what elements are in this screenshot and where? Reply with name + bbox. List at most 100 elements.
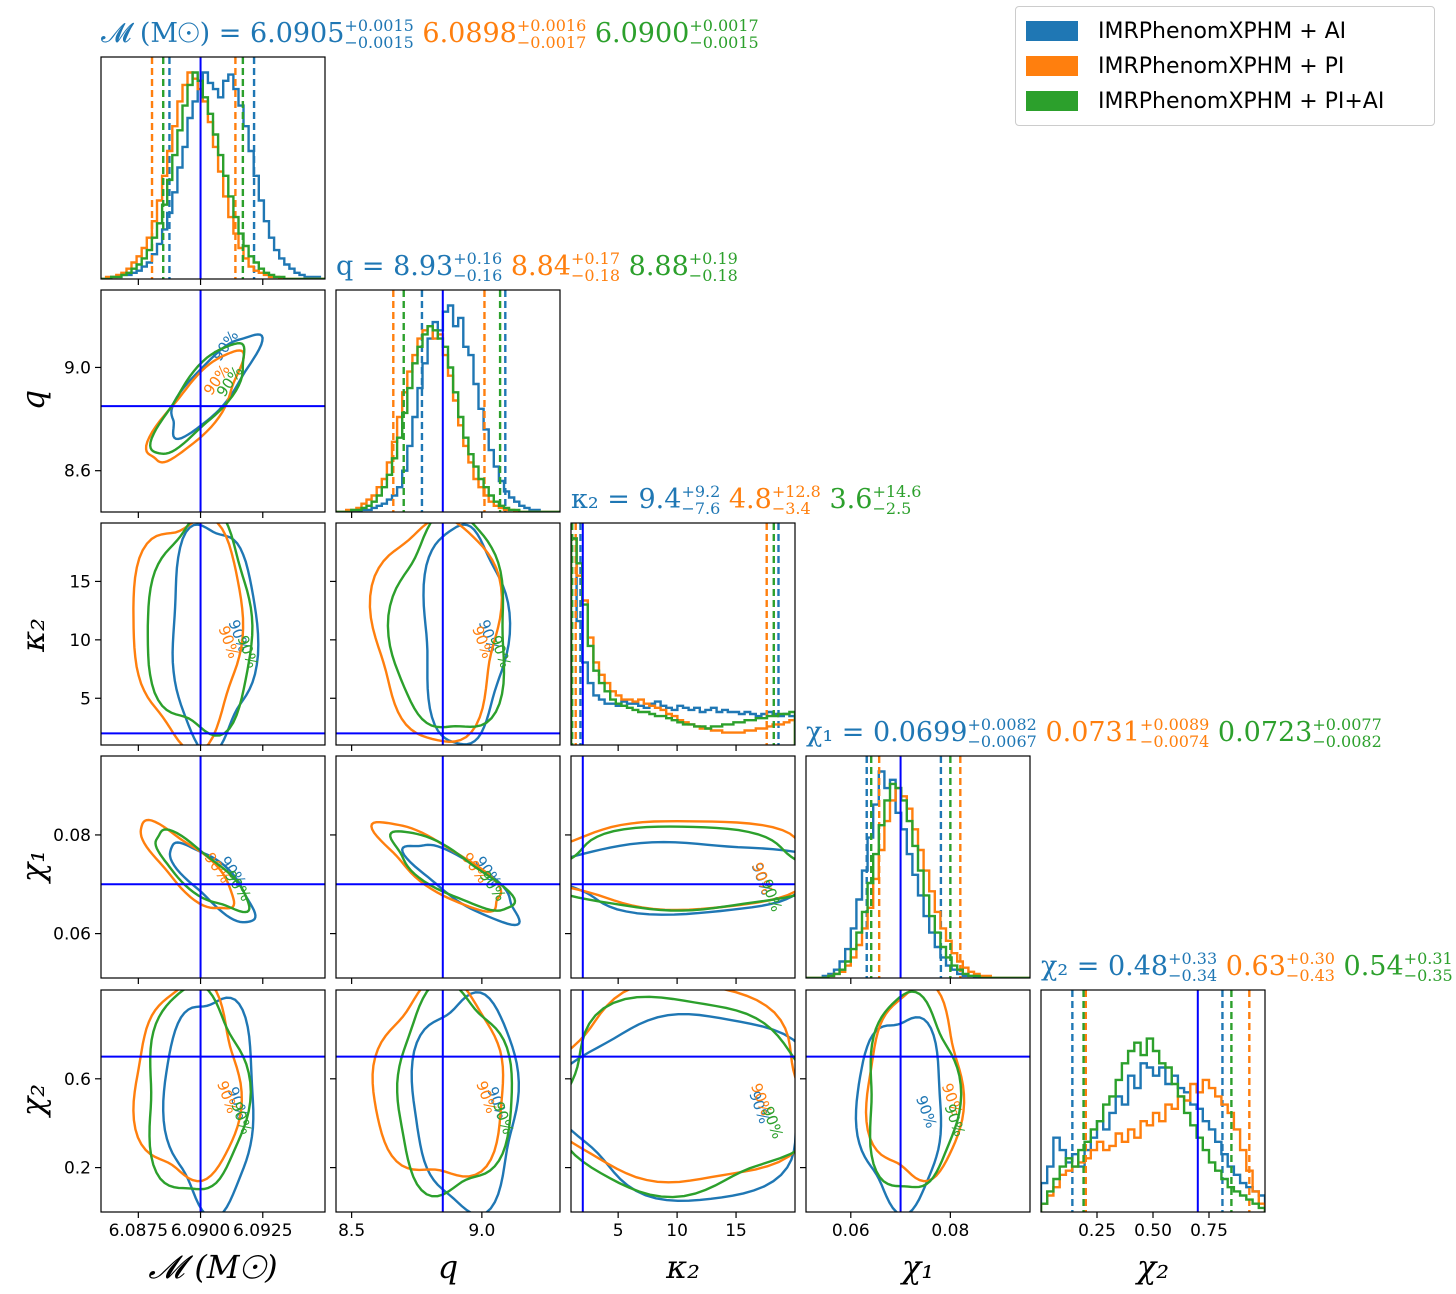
contour-90-kappa2-q-series-1 — [422, 523, 512, 745]
summary-symbol: κ₂ = — [571, 484, 639, 515]
contour-label-chi2-q-series-3: 90% — [489, 1099, 517, 1136]
histogram-q-series-1 — [336, 304, 560, 512]
legend: IMRPhenomXPHM + AI IMRPhenomXPHM + PI IM… — [1015, 6, 1435, 126]
panel-frame — [805, 755, 1031, 979]
panel-content: 90%90%90% — [336, 523, 560, 745]
summary-median-series-3: 0.54 — [1344, 951, 1404, 982]
histogram-kappa2-series-2 — [571, 537, 795, 745]
summary-plus-series-1: +9.2 — [681, 482, 720, 501]
summary-spacer — [720, 484, 729, 515]
panel-Mc-Mc — [100, 56, 326, 285]
summary-median-series-2: 8.84 — [511, 251, 571, 282]
x-tick-label-chi2: 0.50 — [1134, 1221, 1172, 1241]
y-axis-label-kappa2: κ₂ — [14, 618, 52, 653]
summary-spacer — [1209, 717, 1218, 748]
summary-plus-series-1: +0.33 — [1168, 949, 1217, 968]
summary-plus-series-2: +0.0016 — [517, 16, 586, 35]
panel-frame — [805, 989, 1031, 1213]
panel-chi2-Mc: 90%90%90% 6.0875 6.0900 6.0925 0.2 0.6 — [64, 989, 326, 1241]
panel-content: 90%90%90% — [101, 290, 325, 512]
summary-title-chi1: χ₁ = 0.0699+0.0082 −0.0067 0.0731+0.0089−… — [806, 715, 1382, 751]
panel-content — [336, 290, 560, 512]
contour-90-chi2-chi1-series-2 — [864, 990, 966, 1183]
summary-minus-series-1: −0.0067 — [967, 732, 1036, 751]
panel-frame — [100, 289, 326, 513]
summary-minus-series-1: −7.6 — [681, 499, 720, 518]
summary-minus-series-2: −0.18 — [571, 266, 620, 285]
contour-90-chi2-q-series-2 — [371, 990, 505, 1178]
panel-frame — [100, 522, 326, 746]
panel-frame — [100, 755, 326, 979]
histogram-chi1-series-2 — [806, 786, 1030, 978]
panel-content: 90%90%90% — [101, 756, 325, 978]
x-axis-label-chi2: χ₂ — [1135, 1248, 1169, 1286]
summary-plus-series-3: +0.0077 — [1312, 715, 1381, 734]
summary-median-series-3: 6.0900 — [595, 18, 689, 49]
x-tick-label-q: 9.0 — [468, 1221, 495, 1241]
panel-kappa2-q: 90%90%90% — [330, 522, 561, 751]
panel-frame — [335, 755, 561, 979]
contour-90-kappa2-q-series-2 — [368, 523, 504, 744]
summary-spacer — [620, 251, 629, 282]
panel-chi2-chi2: 0.25 0.50 0.75 — [1040, 989, 1266, 1241]
summary-minus-series-3: −0.18 — [689, 266, 738, 285]
contour-label-chi1-q-series-3: 90% — [476, 867, 510, 905]
legend-swatch-ai — [1026, 21, 1078, 41]
summary-plus-series-2: +0.17 — [571, 249, 620, 268]
panel-kappa2-Mc: 90%90%90% 5 10 15 — [69, 522, 326, 751]
panel-content: 90%90%90% — [571, 990, 795, 1212]
panel-chi1-Mc: 90%90%90% 0.06 0.08 — [53, 755, 326, 984]
summary-median-series-1: 8.93 — [393, 251, 453, 282]
panel-content: 90%90%90% — [336, 990, 560, 1212]
summary-spacer — [821, 484, 830, 515]
summary-spacer — [1037, 717, 1046, 748]
summary-median-series-3: 8.88 — [629, 251, 689, 282]
summary-plus-series-3: +0.0017 — [689, 16, 758, 35]
panel-content: 90%90%90% — [101, 523, 325, 745]
y-axis-label-chi1: χ₁ — [14, 850, 52, 884]
y-tick-label-chi2: 0.6 — [64, 1070, 91, 1090]
y-tick-label-q: 9.0 — [64, 358, 91, 378]
x-tick-label-Mc: 6.0875 — [109, 1221, 168, 1241]
x-tick-label-Mc: 6.0925 — [233, 1221, 292, 1241]
panel-q-q — [335, 289, 561, 518]
contour-label-chi2-Mc-series-3: 90% — [227, 1099, 255, 1136]
y-tick-label-kappa2: 15 — [69, 572, 91, 592]
contour-90-chi1-q-series-3 — [389, 830, 517, 912]
x-tick-label-chi1: 0.06 — [832, 1221, 870, 1241]
contour-90-chi1-kappa2-series-3 — [571, 825, 795, 912]
contour-90-q-Mc-series-3 — [148, 341, 246, 456]
histogram-Mc-series-3 — [101, 71, 325, 279]
x-tick-label-kappa2: 5 — [613, 1221, 624, 1241]
summary-median-series-1: 0.48 — [1108, 951, 1168, 982]
histogram-Mc-series-1 — [101, 71, 325, 279]
legend-entry-ai: IMRPhenomXPHM + AI — [1026, 16, 1346, 46]
contour-90-chi2-Mc-series-1 — [161, 996, 255, 1212]
panel-chi1-q: 90%90%90% — [330, 755, 561, 984]
summary-title-chi2: χ₂ = 0.48+0.33 −0.34 0.63+0.30 −0.43 0.54+… — [1041, 949, 1453, 985]
summary-plus-series-2: +0.0089 — [1140, 715, 1209, 734]
panel-chi2-chi1: 90%90%90% 0.06 0.08 — [800, 989, 1031, 1241]
x-tick-label-kappa2: 15 — [725, 1221, 747, 1241]
panel-frame — [570, 522, 796, 746]
y-tick-label-chi2: 0.2 — [64, 1159, 91, 1179]
x-tick-label-chi2: 0.75 — [1190, 1221, 1228, 1241]
y-tick-label-chi1: 0.08 — [53, 826, 91, 846]
panel-chi1-kappa2: 90%90%90% — [565, 755, 796, 984]
summary-minus-series-2: −0.43 — [1286, 966, 1335, 985]
summary-minus-series-3: −0.35 — [1404, 966, 1453, 985]
summary-minus-series-2: −3.4 — [772, 499, 811, 518]
legend-swatch-piai — [1026, 91, 1078, 111]
summary-median-series-2: 0.0731 — [1045, 717, 1139, 748]
summary-median-series-2: 6.0898 — [422, 18, 516, 49]
contour-90-kappa2-q-series-3 — [386, 523, 506, 729]
summary-title-kappa2: κ₂ = 9.4+9.2 −7.6 4.8+12.8 −3.4 3.6+14.6 −2… — [571, 482, 921, 518]
contour-label-chi2-chi1-series-1: 90% — [912, 1093, 940, 1130]
x-tick-label-kappa2: 10 — [666, 1221, 688, 1241]
y-tick-label-kappa2: 10 — [69, 631, 91, 651]
summary-minus-series-3: −2.5 — [872, 499, 911, 518]
summary-minus-series-1: −0.16 — [453, 266, 502, 285]
legend-label-piai: IMRPhenomXPHM + PI+AI — [1098, 88, 1385, 114]
summary-plus-series-2: +12.8 — [772, 482, 821, 501]
x-tick-label-chi1: 0.08 — [931, 1221, 969, 1241]
